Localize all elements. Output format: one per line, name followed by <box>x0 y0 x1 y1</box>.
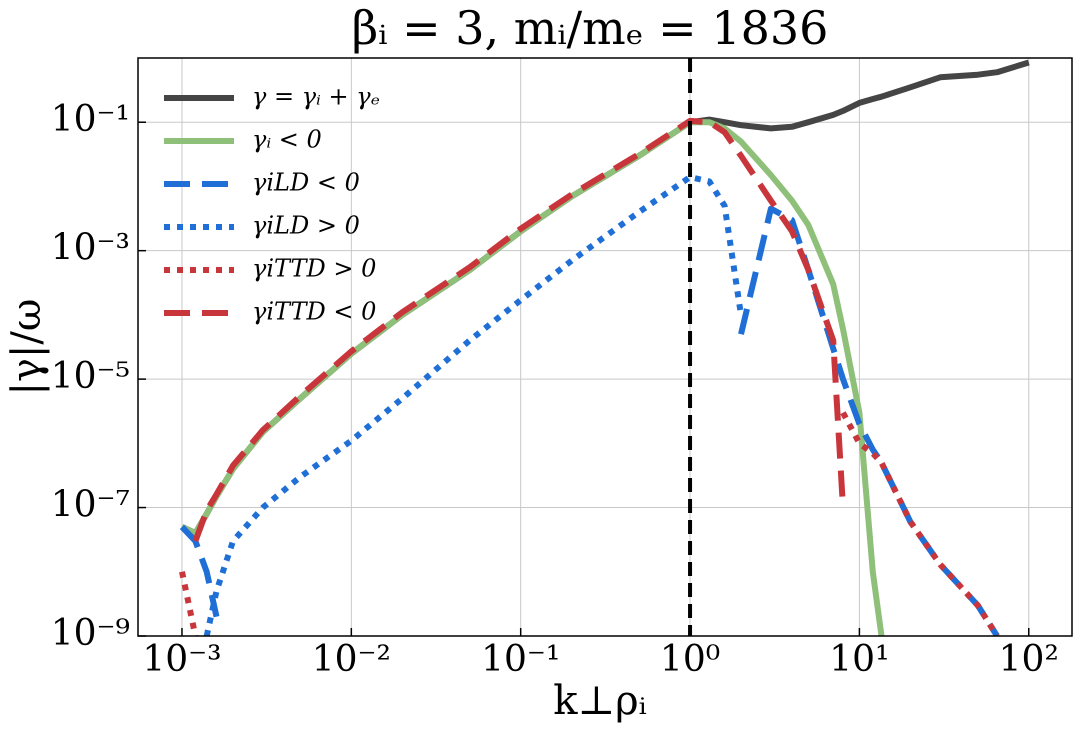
series-line <box>179 205 1000 636</box>
chart-title: βᵢ = 3, mᵢ/mₑ = 1836 <box>352 1 829 55</box>
y-tick-label: 10⁻⁵ <box>51 356 130 397</box>
y-tick-label: 10⁻³ <box>51 228 130 269</box>
legend-label: γiLD < 0 <box>252 169 360 197</box>
x-tick-label: 10² <box>999 639 1059 680</box>
x-axis-label: k⊥ρᵢ <box>553 678 646 724</box>
x-tick-label: 10⁻¹ <box>481 639 560 680</box>
plot-frame <box>137 57 1073 637</box>
y-tick-label: 10⁻⁷ <box>51 485 130 526</box>
y-tick-label: 10⁻¹ <box>51 99 130 140</box>
legend-label: γiTTD < 0 <box>252 298 376 326</box>
legend-label: γiTTD > 0 <box>252 255 376 283</box>
x-tick-label: 10⁻³ <box>142 639 221 680</box>
legend-label: γiLD > 0 <box>252 212 360 240</box>
x-tick-label: 10⁰ <box>660 639 720 680</box>
y-tick-label: 10⁻⁹ <box>51 613 130 654</box>
legend-label: γᵢ < 0 <box>252 126 322 154</box>
plot-area <box>179 59 1030 636</box>
y-axis-label: |γ|/ω <box>4 299 50 396</box>
x-tick-label: 10⁻² <box>312 639 391 680</box>
legend-label: γ = γᵢ + γₑ <box>252 83 380 111</box>
x-tick-label: 10¹ <box>829 639 889 680</box>
series-line <box>192 117 846 543</box>
series-line <box>179 411 1000 636</box>
